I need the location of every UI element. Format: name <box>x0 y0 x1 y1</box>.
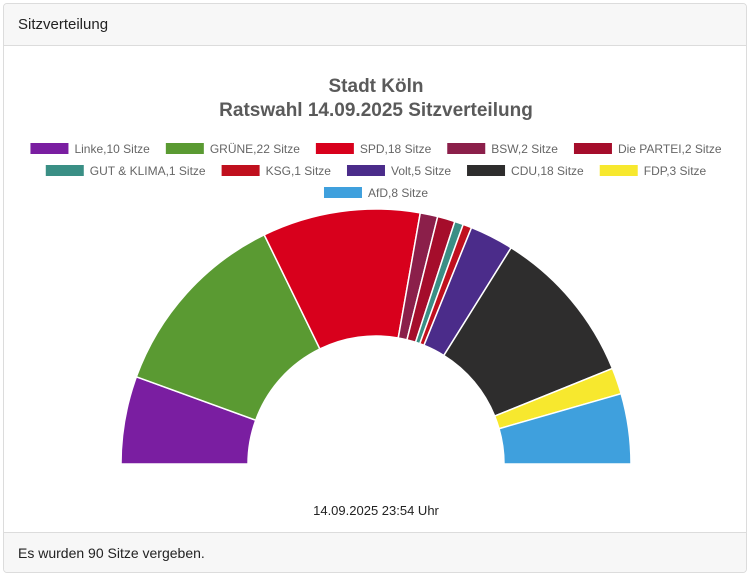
legend-label-fdp: FDP,3 Sitze <box>644 164 707 178</box>
legend-item-afd[interactable]: AfD,8 Sitze <box>323 186 428 200</box>
slice-afd[interactable] <box>498 392 632 465</box>
legend-label-cdu: CDU,18 Sitze <box>511 164 584 178</box>
seat-distribution-chart: Stadt Köln Ratswahl 14.09.2025 Sitzverte… <box>30 76 722 518</box>
legend-item-volt[interactable]: Volt,5 Sitze <box>346 164 451 178</box>
legend-label-gruene: GRÜNE,22 Sitze <box>210 142 300 156</box>
legend-label-linke: Linke,10 Sitze <box>74 142 150 156</box>
legend-item-linke[interactable]: Linke,10 Sitze <box>30 142 150 156</box>
legend-swatch-fdp <box>599 165 638 176</box>
chart-container: Stadt Köln Ratswahl 14.09.2025 Sitzverte… <box>4 46 746 534</box>
legend-item-gut-and-klima[interactable]: GUT & KLIMA,1 Sitze <box>45 164 206 178</box>
card-header-title: Sitzverteilung <box>4 4 746 46</box>
legend-label-gut-and-klima: GUT & KLIMA,1 Sitze <box>90 164 206 178</box>
card-footer-summary: Es wurden 90 Sitze vergeben. <box>4 532 746 572</box>
legend-label-bsw: BSW,2 Sitze <box>491 142 558 156</box>
legend-label-afd: AfD,8 Sitze <box>368 186 428 200</box>
legend-label-ksg: KSG,1 Sitze <box>266 164 332 178</box>
chart-slices <box>120 208 632 465</box>
legend-swatch-bsw <box>447 143 486 154</box>
legend-swatch-cdu <box>467 165 506 176</box>
chart-legend: Linke,10 Sitze GRÜNE,22 Sitze SPD,18 Sitze… <box>30 142 722 200</box>
legend-swatch-volt <box>346 165 385 176</box>
legend-item-spd[interactable]: SPD,18 Sitze <box>315 142 432 156</box>
seat-distribution-card: Sitzverteilung Stadt Köln Ratswahl 14.09… <box>3 3 747 573</box>
legend-swatch-spd <box>315 143 354 154</box>
chart-timestamp: 14.09.2025 23:54 Uhr <box>313 503 439 518</box>
legend-swatch-gruene <box>165 143 204 154</box>
legend-item-gruene[interactable]: GRÜNE,22 Sitze <box>165 142 300 156</box>
legend-swatch-die-partei <box>573 143 612 154</box>
legend-label-volt: Volt,5 Sitze <box>391 164 451 178</box>
chart-title-line-2: Ratswahl 14.09.2025 Sitzverteilung <box>219 100 533 121</box>
chart-title-line-1: Stadt Köln <box>329 76 424 97</box>
legend-item-bsw[interactable]: BSW,2 Sitze <box>447 142 558 156</box>
legend-swatch-gut-and-klima <box>45 165 84 176</box>
legend-swatch-ksg <box>221 165 260 176</box>
legend-item-ksg[interactable]: KSG,1 Sitze <box>221 164 332 178</box>
legend-item-cdu[interactable]: CDU,18 Sitze <box>467 164 584 178</box>
legend-swatch-linke <box>30 143 69 154</box>
legend-label-die-partei: Die PARTEI,2 Sitze <box>618 142 722 156</box>
legend-item-fdp[interactable]: FDP,3 Sitze <box>599 164 707 178</box>
legend-label-spd: SPD,18 Sitze <box>360 142 432 156</box>
legend-swatch-afd <box>323 187 362 198</box>
legend-item-die-partei[interactable]: Die PARTEI,2 Sitze <box>573 142 722 156</box>
